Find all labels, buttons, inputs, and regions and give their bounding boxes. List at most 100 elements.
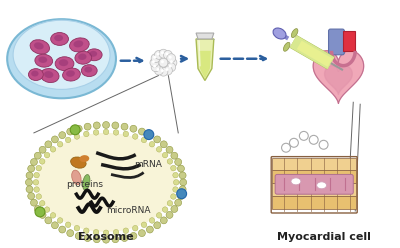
Circle shape <box>84 131 89 137</box>
Circle shape <box>162 152 168 158</box>
Circle shape <box>52 136 58 143</box>
Circle shape <box>67 128 74 135</box>
Circle shape <box>154 222 161 229</box>
Circle shape <box>93 122 100 129</box>
Ellipse shape <box>31 71 38 77</box>
Circle shape <box>123 131 129 137</box>
Circle shape <box>93 229 99 235</box>
Circle shape <box>132 225 138 231</box>
FancyBboxPatch shape <box>328 29 344 55</box>
Circle shape <box>169 65 172 68</box>
Circle shape <box>149 141 155 147</box>
Ellipse shape <box>86 49 102 61</box>
Circle shape <box>35 207 45 217</box>
Circle shape <box>167 159 173 164</box>
Circle shape <box>178 193 184 200</box>
Polygon shape <box>324 65 352 94</box>
Circle shape <box>103 230 109 236</box>
Polygon shape <box>199 51 211 79</box>
Circle shape <box>36 194 42 199</box>
Ellipse shape <box>38 57 47 63</box>
Circle shape <box>159 58 168 67</box>
Circle shape <box>161 69 164 72</box>
Ellipse shape <box>75 51 92 64</box>
FancyBboxPatch shape <box>275 174 353 194</box>
Circle shape <box>154 66 163 75</box>
Circle shape <box>179 172 186 179</box>
Circle shape <box>167 54 176 63</box>
Ellipse shape <box>78 54 86 60</box>
Circle shape <box>30 199 38 206</box>
Circle shape <box>156 68 160 71</box>
Ellipse shape <box>284 42 290 51</box>
Ellipse shape <box>13 20 110 89</box>
Circle shape <box>141 137 147 143</box>
Polygon shape <box>343 31 355 51</box>
Circle shape <box>65 137 71 143</box>
Circle shape <box>160 217 167 224</box>
Ellipse shape <box>84 67 92 73</box>
Circle shape <box>112 122 119 129</box>
Circle shape <box>50 213 56 218</box>
Circle shape <box>84 123 91 130</box>
Circle shape <box>146 226 153 233</box>
Circle shape <box>159 67 168 76</box>
Ellipse shape <box>30 40 50 54</box>
Circle shape <box>146 132 153 139</box>
Circle shape <box>26 186 33 193</box>
Ellipse shape <box>34 42 44 49</box>
Ellipse shape <box>54 35 63 41</box>
Ellipse shape <box>66 70 75 77</box>
Circle shape <box>171 165 176 171</box>
Circle shape <box>44 152 50 158</box>
Circle shape <box>161 51 164 54</box>
Ellipse shape <box>62 68 80 81</box>
Text: Exosome: Exosome <box>78 232 134 242</box>
Circle shape <box>67 230 74 237</box>
Ellipse shape <box>72 170 81 185</box>
Ellipse shape <box>35 54 53 67</box>
Ellipse shape <box>291 29 298 37</box>
Circle shape <box>112 236 119 243</box>
Circle shape <box>34 187 39 192</box>
Circle shape <box>130 233 137 239</box>
Circle shape <box>40 201 45 206</box>
Bar <box>272 158 356 170</box>
Circle shape <box>149 218 155 223</box>
Circle shape <box>159 49 168 58</box>
Ellipse shape <box>89 51 97 57</box>
Circle shape <box>167 201 173 206</box>
Circle shape <box>161 60 164 63</box>
Circle shape <box>26 179 32 186</box>
Circle shape <box>45 217 52 224</box>
Circle shape <box>28 193 35 200</box>
Circle shape <box>150 58 159 67</box>
Circle shape <box>154 136 161 143</box>
Ellipse shape <box>37 133 175 232</box>
Circle shape <box>170 60 173 63</box>
Circle shape <box>156 213 162 218</box>
Circle shape <box>121 235 128 242</box>
Ellipse shape <box>79 155 89 162</box>
Circle shape <box>44 207 50 212</box>
Circle shape <box>40 159 45 164</box>
Circle shape <box>171 194 176 199</box>
Circle shape <box>52 222 58 229</box>
Circle shape <box>39 212 46 218</box>
Polygon shape <box>196 33 214 39</box>
Circle shape <box>59 226 66 233</box>
Circle shape <box>144 130 154 140</box>
Circle shape <box>65 222 71 227</box>
Bar <box>272 196 356 209</box>
Ellipse shape <box>273 28 286 39</box>
Ellipse shape <box>83 175 90 190</box>
Bar <box>272 183 356 196</box>
Circle shape <box>169 56 172 59</box>
Circle shape <box>132 134 138 139</box>
Circle shape <box>93 236 100 243</box>
Circle shape <box>153 65 156 68</box>
Circle shape <box>171 152 178 159</box>
Circle shape <box>36 165 42 171</box>
Circle shape <box>70 125 80 135</box>
Circle shape <box>33 180 39 185</box>
